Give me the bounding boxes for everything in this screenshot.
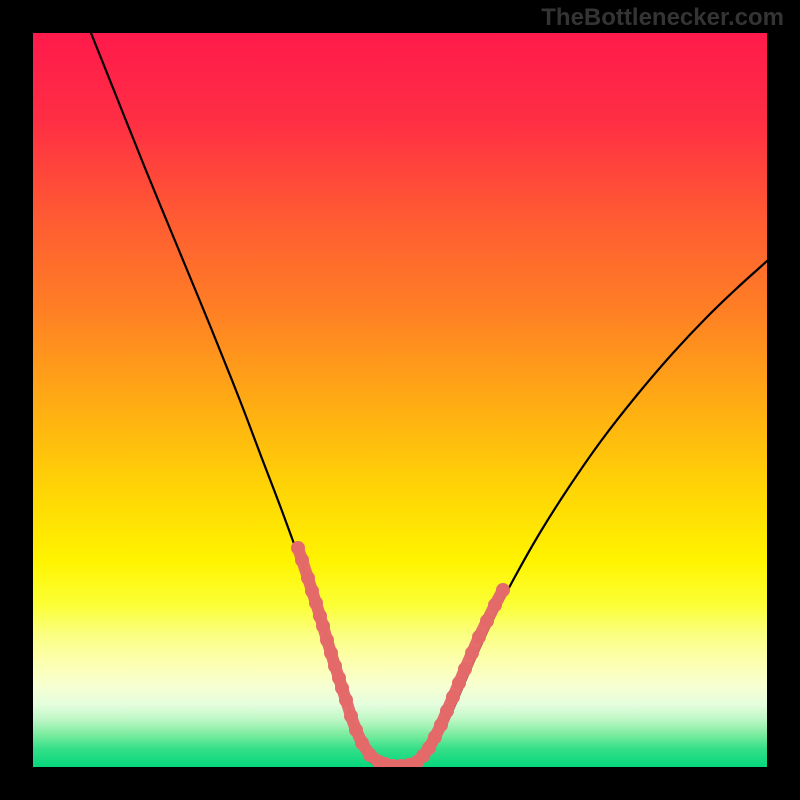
curve-left [91,33,401,766]
markers-left-dot [344,709,358,723]
markers-right-dot [446,690,460,704]
markers-right-dot [458,662,472,676]
markers-left-dot [309,596,323,610]
markers-left-dot [316,619,330,633]
markers-left-dot [320,633,334,647]
markers-left-dot [291,541,305,555]
markers-left-dot [301,571,315,585]
markers-left-dot [349,723,363,737]
markers-left-dot [295,553,309,567]
chart-svg [33,33,767,767]
markers-right-dot [472,630,486,644]
markers-left-dot [328,659,342,673]
markers-left-dot [339,693,353,707]
watermark: TheBottlenecker.com [541,4,784,32]
markers-left-dot [305,584,319,598]
markers-right-dot [480,614,494,628]
plot-area [33,33,767,767]
markers-left-dot [324,646,338,660]
markers-right-dot [465,646,479,660]
markers-right-dot [428,730,442,744]
markers-right-dot [440,704,454,718]
markers-right-dot [452,676,466,690]
markers-left-dot [335,681,349,695]
markers-right-dot [488,598,502,612]
markers-right-dot [434,718,448,732]
markers-left-dot [355,736,369,750]
markers-right-dot [496,583,510,597]
